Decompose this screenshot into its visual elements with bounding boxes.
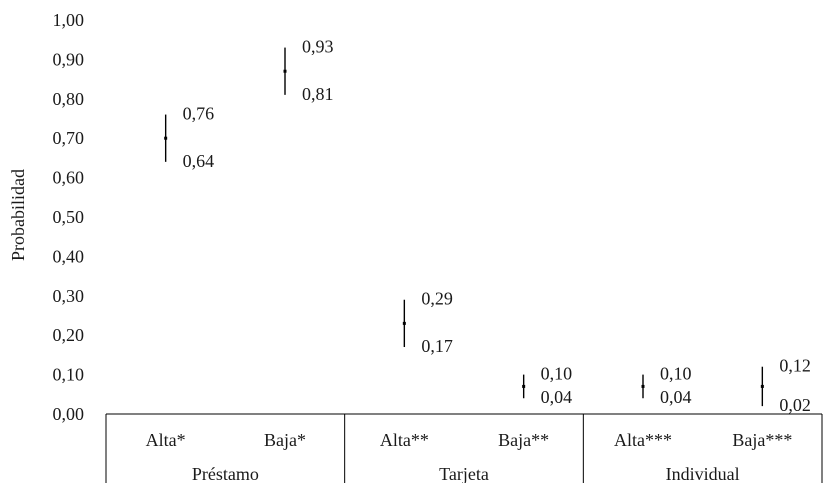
lower-bound-label: 0,64 — [183, 151, 215, 171]
y-tick-label: 0,10 — [53, 365, 85, 385]
y-tick-label: 0,30 — [53, 286, 85, 306]
category-label: Baja*** — [732, 430, 792, 450]
category-label: Alta*** — [614, 430, 672, 450]
y-axis-title: Probabilidad — [8, 169, 28, 261]
axes — [105, 413, 823, 483]
point-estimate-marker — [283, 69, 287, 73]
y-tick-label: 0,20 — [53, 325, 85, 345]
lower-bound-label: 0,17 — [421, 336, 453, 356]
upper-bound-label: 0,10 — [660, 364, 692, 384]
group-label: Individual — [666, 464, 740, 483]
upper-bound-label: 0,93 — [302, 37, 334, 57]
category-label: Alta* — [146, 430, 186, 450]
y-tick-label: 0,90 — [53, 49, 85, 69]
category-label: Alta** — [380, 430, 429, 450]
y-tick-label: 0,00 — [53, 404, 85, 424]
upper-bound-label: 0,10 — [541, 364, 573, 384]
y-tick-label: 0,80 — [53, 89, 85, 109]
category-label: Baja* — [264, 430, 306, 450]
lower-bound-label: 0,04 — [660, 387, 692, 407]
category-label: Baja** — [498, 430, 549, 450]
error-bars: 0,76 0,64 0,93 0,81 0,29 0,17 0,10 0,04 0,10 0,04… — [164, 37, 811, 415]
point-estimate-marker — [760, 384, 764, 388]
group-label: Préstamo — [192, 464, 259, 483]
y-tick-label: 0,60 — [53, 168, 85, 188]
y-axis-tick-labels: 0,00 0,10 0,20 0,30 0,40 0,50 0,60 0,70 0,80 0,90… — [53, 10, 85, 424]
y-tick-label: 0,70 — [53, 128, 85, 148]
lower-bound-label: 0,02 — [779, 395, 811, 415]
point-estimate-marker — [402, 321, 406, 325]
y-tick-label: 0,50 — [53, 207, 85, 227]
lower-bound-label: 0,81 — [302, 84, 334, 104]
y-tick-label: 0,40 — [53, 246, 85, 266]
y-tick-label: 1,00 — [53, 10, 85, 30]
upper-bound-label: 0,29 — [421, 289, 453, 309]
group-label: Tarjeta — [439, 464, 489, 483]
upper-bound-label: 0,12 — [779, 356, 811, 376]
upper-bound-label: 0,76 — [183, 104, 215, 124]
point-estimate-marker — [164, 136, 168, 140]
category-labels: Préstamo Alta* Baja* Tarjeta Alta** Baja** Ind… — [146, 430, 793, 483]
point-estimate-marker — [522, 384, 526, 388]
point-estimate-marker — [641, 384, 645, 388]
lower-bound-label: 0,04 — [541, 387, 573, 407]
